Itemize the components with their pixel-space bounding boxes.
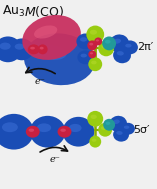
Ellipse shape [106,122,110,125]
Ellipse shape [87,111,103,127]
Text: 5σ′: 5σ′ [133,125,149,135]
Text: $\mathit{M}$(CO): $\mathit{M}$(CO) [24,4,64,19]
Ellipse shape [89,43,93,46]
Ellipse shape [81,54,87,57]
Ellipse shape [38,46,67,60]
Ellipse shape [30,47,35,50]
Ellipse shape [80,37,87,42]
Ellipse shape [113,47,131,63]
Ellipse shape [22,15,81,60]
Ellipse shape [113,39,121,44]
Ellipse shape [86,26,104,43]
Ellipse shape [91,61,97,64]
Ellipse shape [0,43,11,50]
Ellipse shape [40,47,44,50]
Ellipse shape [124,126,129,129]
Ellipse shape [0,36,22,62]
Ellipse shape [113,128,129,142]
Ellipse shape [60,129,66,132]
Ellipse shape [37,123,51,132]
Ellipse shape [113,120,120,124]
Ellipse shape [76,33,94,49]
Ellipse shape [38,44,48,54]
Ellipse shape [121,123,135,135]
Ellipse shape [116,131,123,135]
Ellipse shape [122,40,138,54]
Ellipse shape [90,115,97,119]
Ellipse shape [77,50,93,64]
Text: 2π′: 2π′ [137,42,153,52]
Ellipse shape [105,40,111,44]
Ellipse shape [69,124,81,132]
Text: e⁻: e⁻ [34,77,45,86]
Ellipse shape [30,116,65,148]
Ellipse shape [117,51,124,56]
Ellipse shape [88,50,96,58]
Ellipse shape [94,37,102,45]
Ellipse shape [87,40,97,50]
Ellipse shape [2,122,18,132]
Ellipse shape [96,39,99,42]
Ellipse shape [0,114,34,149]
Ellipse shape [24,33,95,85]
Ellipse shape [101,44,108,49]
Ellipse shape [29,129,34,132]
Ellipse shape [90,30,97,35]
Ellipse shape [28,44,40,54]
Ellipse shape [88,57,102,71]
Ellipse shape [102,36,116,50]
Ellipse shape [109,116,127,132]
Ellipse shape [58,126,71,138]
Ellipse shape [98,40,114,56]
Ellipse shape [26,126,40,138]
Text: Au$_3$: Au$_3$ [2,4,25,19]
Ellipse shape [15,44,24,50]
Ellipse shape [89,136,101,148]
Ellipse shape [90,52,93,54]
Ellipse shape [62,117,94,147]
Ellipse shape [125,44,132,48]
Ellipse shape [109,34,129,52]
Ellipse shape [34,26,57,39]
Text: e⁻: e⁻ [49,155,60,164]
Ellipse shape [10,38,34,60]
Ellipse shape [101,126,107,130]
Ellipse shape [103,119,115,131]
Ellipse shape [92,139,96,142]
Ellipse shape [98,123,112,137]
